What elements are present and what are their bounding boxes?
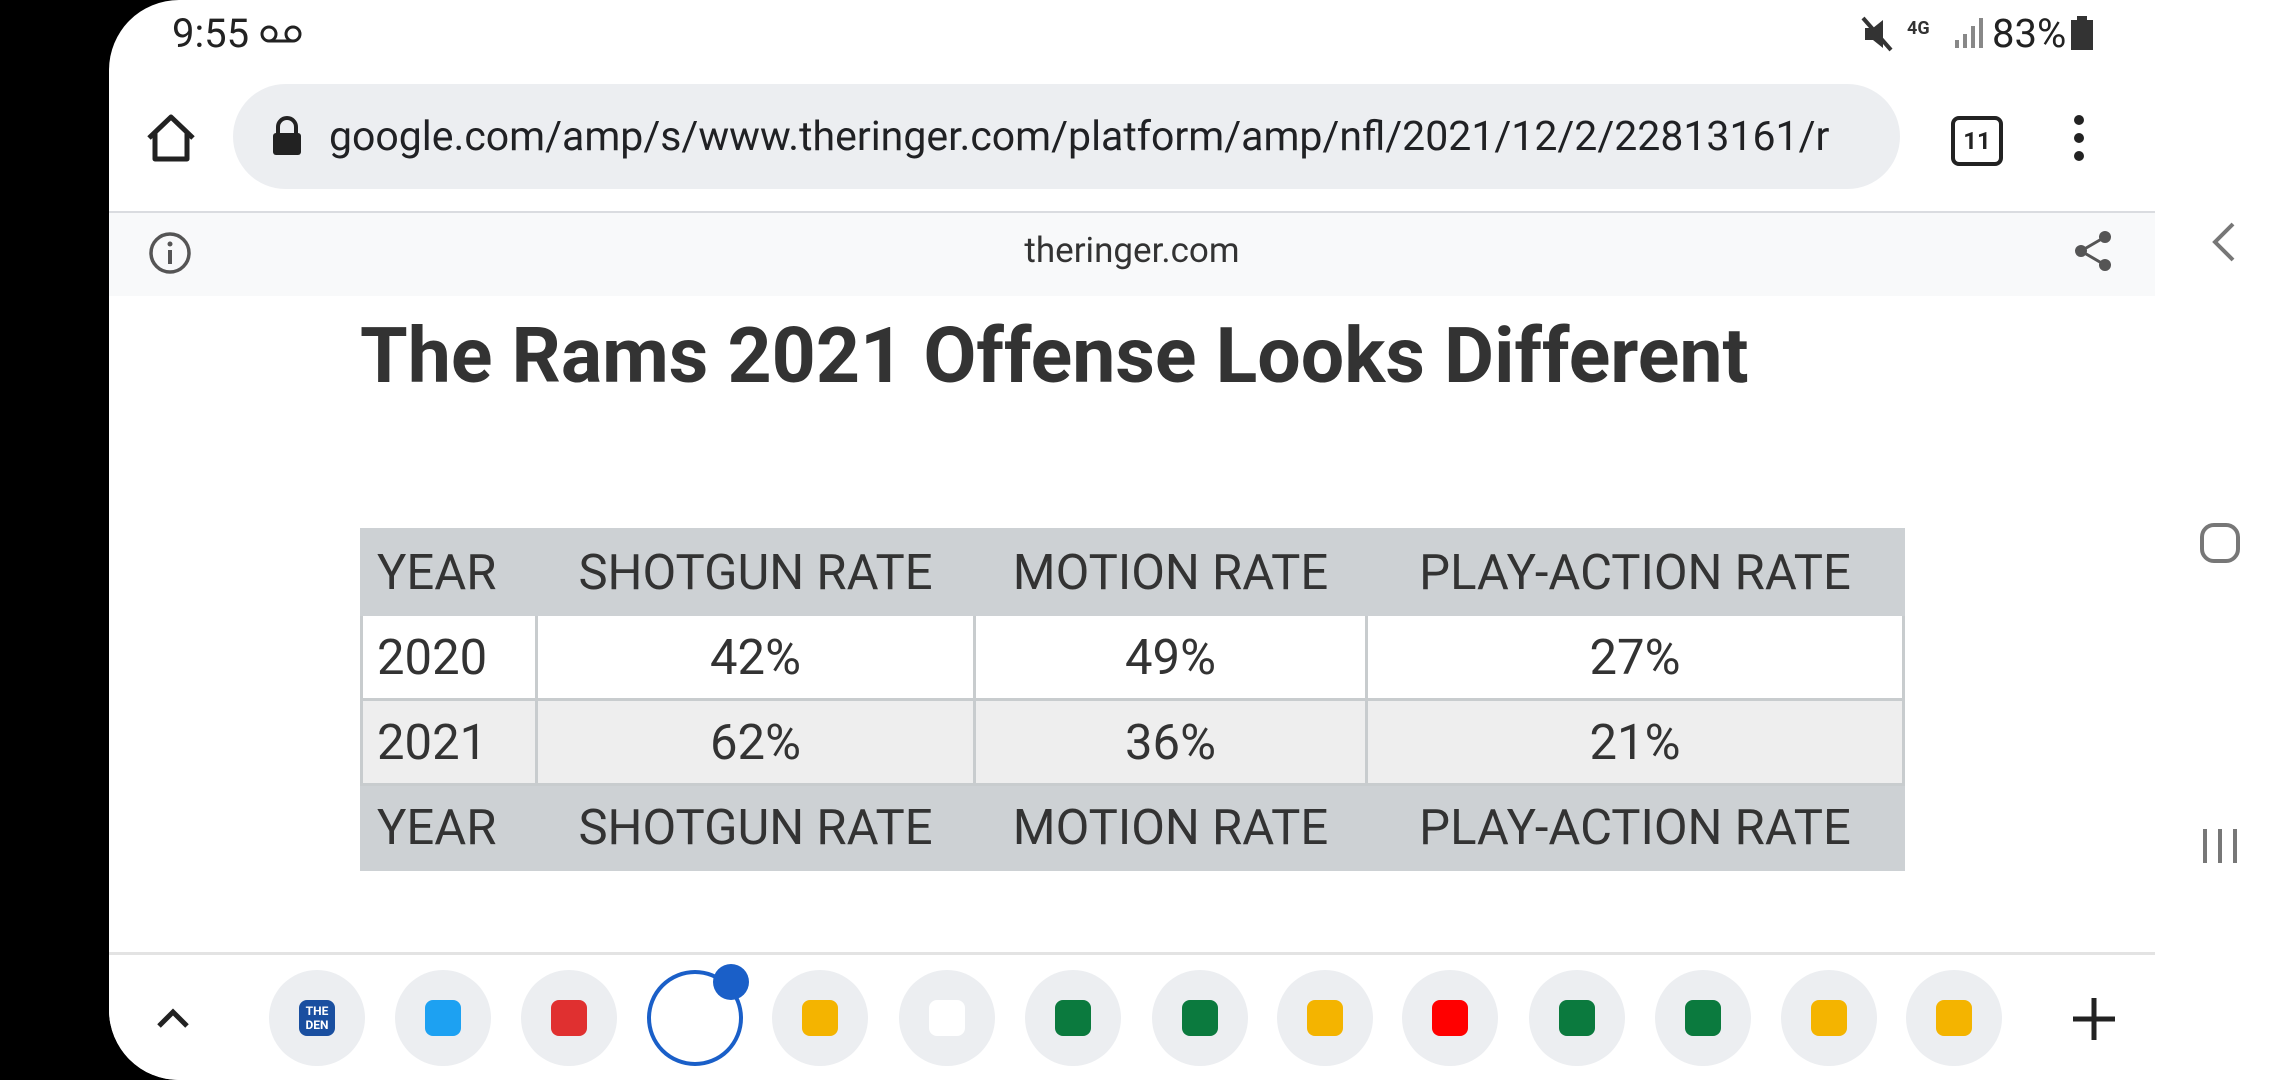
table-cell: PLAY-ACTION RATE	[1365, 783, 1905, 871]
favicon	[1182, 1000, 1218, 1036]
expand-button[interactable]	[153, 1002, 193, 1032]
table-row: 2021 62% 36% 21%	[360, 698, 1905, 786]
home-button[interactable]	[145, 112, 197, 164]
tab-icon[interactable]	[1655, 970, 1751, 1066]
tab-icon[interactable]	[647, 964, 749, 1066]
tab-count[interactable]: 11	[1951, 116, 2003, 166]
tab-icon[interactable]	[395, 970, 491, 1066]
article-title: The Rams 2021 Offense Looks Different	[360, 311, 1749, 401]
favicon	[1307, 1000, 1343, 1036]
menu-button[interactable]	[2069, 112, 2089, 164]
home-nav-button[interactable]	[2199, 522, 2241, 564]
site-info-bar	[109, 211, 2155, 296]
close-tab-button[interactable]	[713, 964, 749, 1000]
info-icon[interactable]	[147, 230, 193, 276]
status-time: 9:55	[172, 10, 250, 57]
recents-button[interactable]	[2199, 825, 2241, 867]
status-battery: 83%	[1992, 10, 2067, 57]
stats-table: YEAR SHOTGUN RATE MOTION RATE PLAY-ACTION R…	[360, 528, 1905, 871]
table-cell: YEAR	[360, 783, 538, 871]
favicon	[681, 1004, 717, 1040]
tab-icon[interactable]	[1906, 970, 2002, 1066]
svg-text:4G: 4G	[1907, 18, 1930, 39]
favicon	[929, 1000, 965, 1036]
table-cell: YEAR	[360, 528, 538, 616]
share-icon[interactable]	[2071, 228, 2115, 274]
favicon	[1811, 1000, 1847, 1036]
url-text[interactable]: google.com/amp/s/www.theringer.com/platf…	[329, 113, 1830, 161]
table-cell: 49%	[973, 613, 1368, 701]
table-row: 2020 42% 49% 27%	[360, 613, 1905, 701]
status-icons: 4G	[1861, 16, 1983, 52]
favicon	[1685, 1000, 1721, 1036]
table-cell: SHOTGUN RATE	[535, 783, 976, 871]
table-cell: 21%	[1365, 698, 1905, 786]
tab-icon[interactable]	[1529, 970, 1625, 1066]
back-button[interactable]	[2209, 220, 2239, 264]
table-cell: 27%	[1365, 613, 1905, 701]
favicon	[1055, 1000, 1091, 1036]
screen: 9:55 4G 83% google.com/amp/s/www.thering…	[109, 0, 2280, 1080]
new-tab-button[interactable]	[2069, 994, 2119, 1044]
tab-icon[interactable]: THE DEN	[269, 970, 365, 1066]
table-cell: 2021	[360, 698, 538, 786]
table-cell: 62%	[535, 698, 976, 786]
battery-icon	[2071, 16, 2093, 50]
tab-icon[interactable]	[899, 970, 995, 1066]
nav-bar	[2155, 0, 2280, 1080]
favicon	[1559, 1000, 1595, 1036]
favicon	[1432, 1000, 1468, 1036]
favicon: THE DEN	[299, 1000, 335, 1036]
site-domain: theringer.com	[1024, 230, 1240, 271]
address-bar[interactable]	[233, 84, 1900, 189]
table-cell: 42%	[535, 613, 976, 701]
tab-icon[interactable]	[772, 970, 868, 1066]
table-row: YEAR SHOTGUN RATE MOTION RATE PLAY-ACTION R…	[360, 783, 1905, 871]
table-cell: MOTION RATE	[973, 528, 1368, 616]
table-cell: SHOTGUN RATE	[535, 528, 976, 616]
table-cell: PLAY-ACTION RATE	[1365, 528, 1905, 616]
tab-icon[interactable]	[1277, 970, 1373, 1066]
tab-icon[interactable]	[1781, 970, 1877, 1066]
favicon	[425, 1000, 461, 1036]
favicon	[802, 1000, 838, 1036]
lock-icon	[273, 116, 301, 155]
table-cell: 36%	[973, 698, 1368, 786]
tab-icon[interactable]	[1025, 970, 1121, 1066]
voicemail-icon	[260, 25, 302, 43]
favicon	[551, 1000, 587, 1036]
table-row: YEAR SHOTGUN RATE MOTION RATE PLAY-ACTION R…	[360, 528, 1905, 616]
tab-icon[interactable]	[1402, 970, 1498, 1066]
tab-icon[interactable]	[521, 970, 617, 1066]
table-cell: 2020	[360, 613, 538, 701]
table-cell: MOTION RATE	[973, 783, 1368, 871]
table-body: YEAR SHOTGUN RATE MOTION RATE PLAY-ACTION R…	[360, 528, 1905, 871]
tab-icon[interactable]	[1152, 970, 1248, 1066]
favicon	[1936, 1000, 1972, 1036]
